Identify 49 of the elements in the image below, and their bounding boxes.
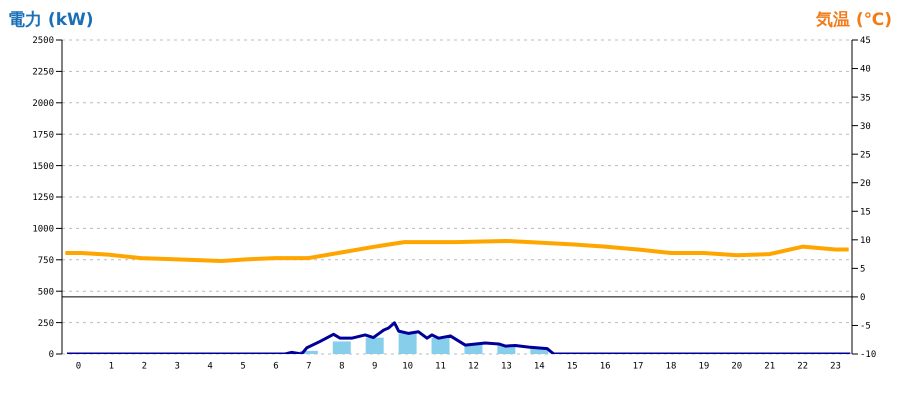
x-tick-label: 13 [500, 361, 512, 372]
x-tick-label: 8 [339, 361, 345, 372]
y2-tick-label: 5 [860, 264, 866, 275]
y2-axis-title: 気温 (℃) [816, 9, 892, 31]
y2-tick-label: 0 [860, 293, 866, 304]
y-tick-label: 0 [48, 350, 54, 360]
y-tick-label: 1250 [32, 193, 54, 204]
y2-tick-label: 35 [860, 93, 871, 104]
x-tick-label: 9 [372, 361, 378, 372]
x-tick-label: 0 [76, 361, 82, 372]
x-tick-label: 18 [666, 361, 676, 372]
x-tick-label: 20 [731, 361, 742, 372]
x-tick-label: 14 [534, 361, 545, 372]
x-tick-label: 4 [207, 361, 213, 372]
y-tick-label: 750 [38, 256, 54, 266]
y-tick-label: 2000 [32, 98, 54, 109]
y2-tick-label: 40 [860, 64, 871, 75]
y2-tick-label: 45 [860, 36, 871, 46]
x-tick-label: 21 [764, 361, 776, 372]
y-tick-label: 1500 [32, 162, 54, 172]
x-tick-label: 10 [402, 361, 414, 372]
x-tick-label: 19 [698, 361, 710, 372]
y-tick-label: 2500 [32, 36, 54, 46]
x-tick-label: 23 [830, 361, 841, 372]
y-tick-label: 500 [38, 287, 54, 298]
x-tick-label: 7 [306, 361, 312, 372]
y-tick-label: 250 [38, 318, 54, 329]
y-tick-label: 1000 [32, 224, 54, 235]
x-tick-label: 17 [632, 361, 644, 372]
x-tick-label: 22 [797, 361, 808, 372]
x-tick-label: 11 [435, 361, 446, 372]
x-tick-label: 1 [108, 361, 114, 372]
y-tick-label: 1750 [32, 130, 54, 140]
y2-tick-label: 20 [860, 178, 871, 189]
x-tick-label: 16 [600, 361, 611, 372]
x-tick-label: 12 [468, 361, 479, 372]
x-tick-label: 3 [174, 361, 180, 372]
x-tick-label: 2 [142, 361, 148, 372]
y2-tick-label: 30 [860, 122, 871, 132]
x-tick-label: 15 [566, 361, 578, 372]
y2-tick-label: -5 [860, 322, 871, 332]
x-tick-label: 6 [273, 361, 279, 372]
y2-tick-label: 10 [860, 236, 871, 246]
y2-tick-label: 25 [860, 150, 871, 160]
y2-tick-label: -10 [860, 350, 876, 360]
x-tick-label: 5 [240, 361, 246, 372]
y2-tick-label: 15 [860, 207, 871, 218]
y-axis-title: 電力 (kW) [8, 9, 94, 31]
y-tick-label: 2250 [32, 68, 54, 78]
